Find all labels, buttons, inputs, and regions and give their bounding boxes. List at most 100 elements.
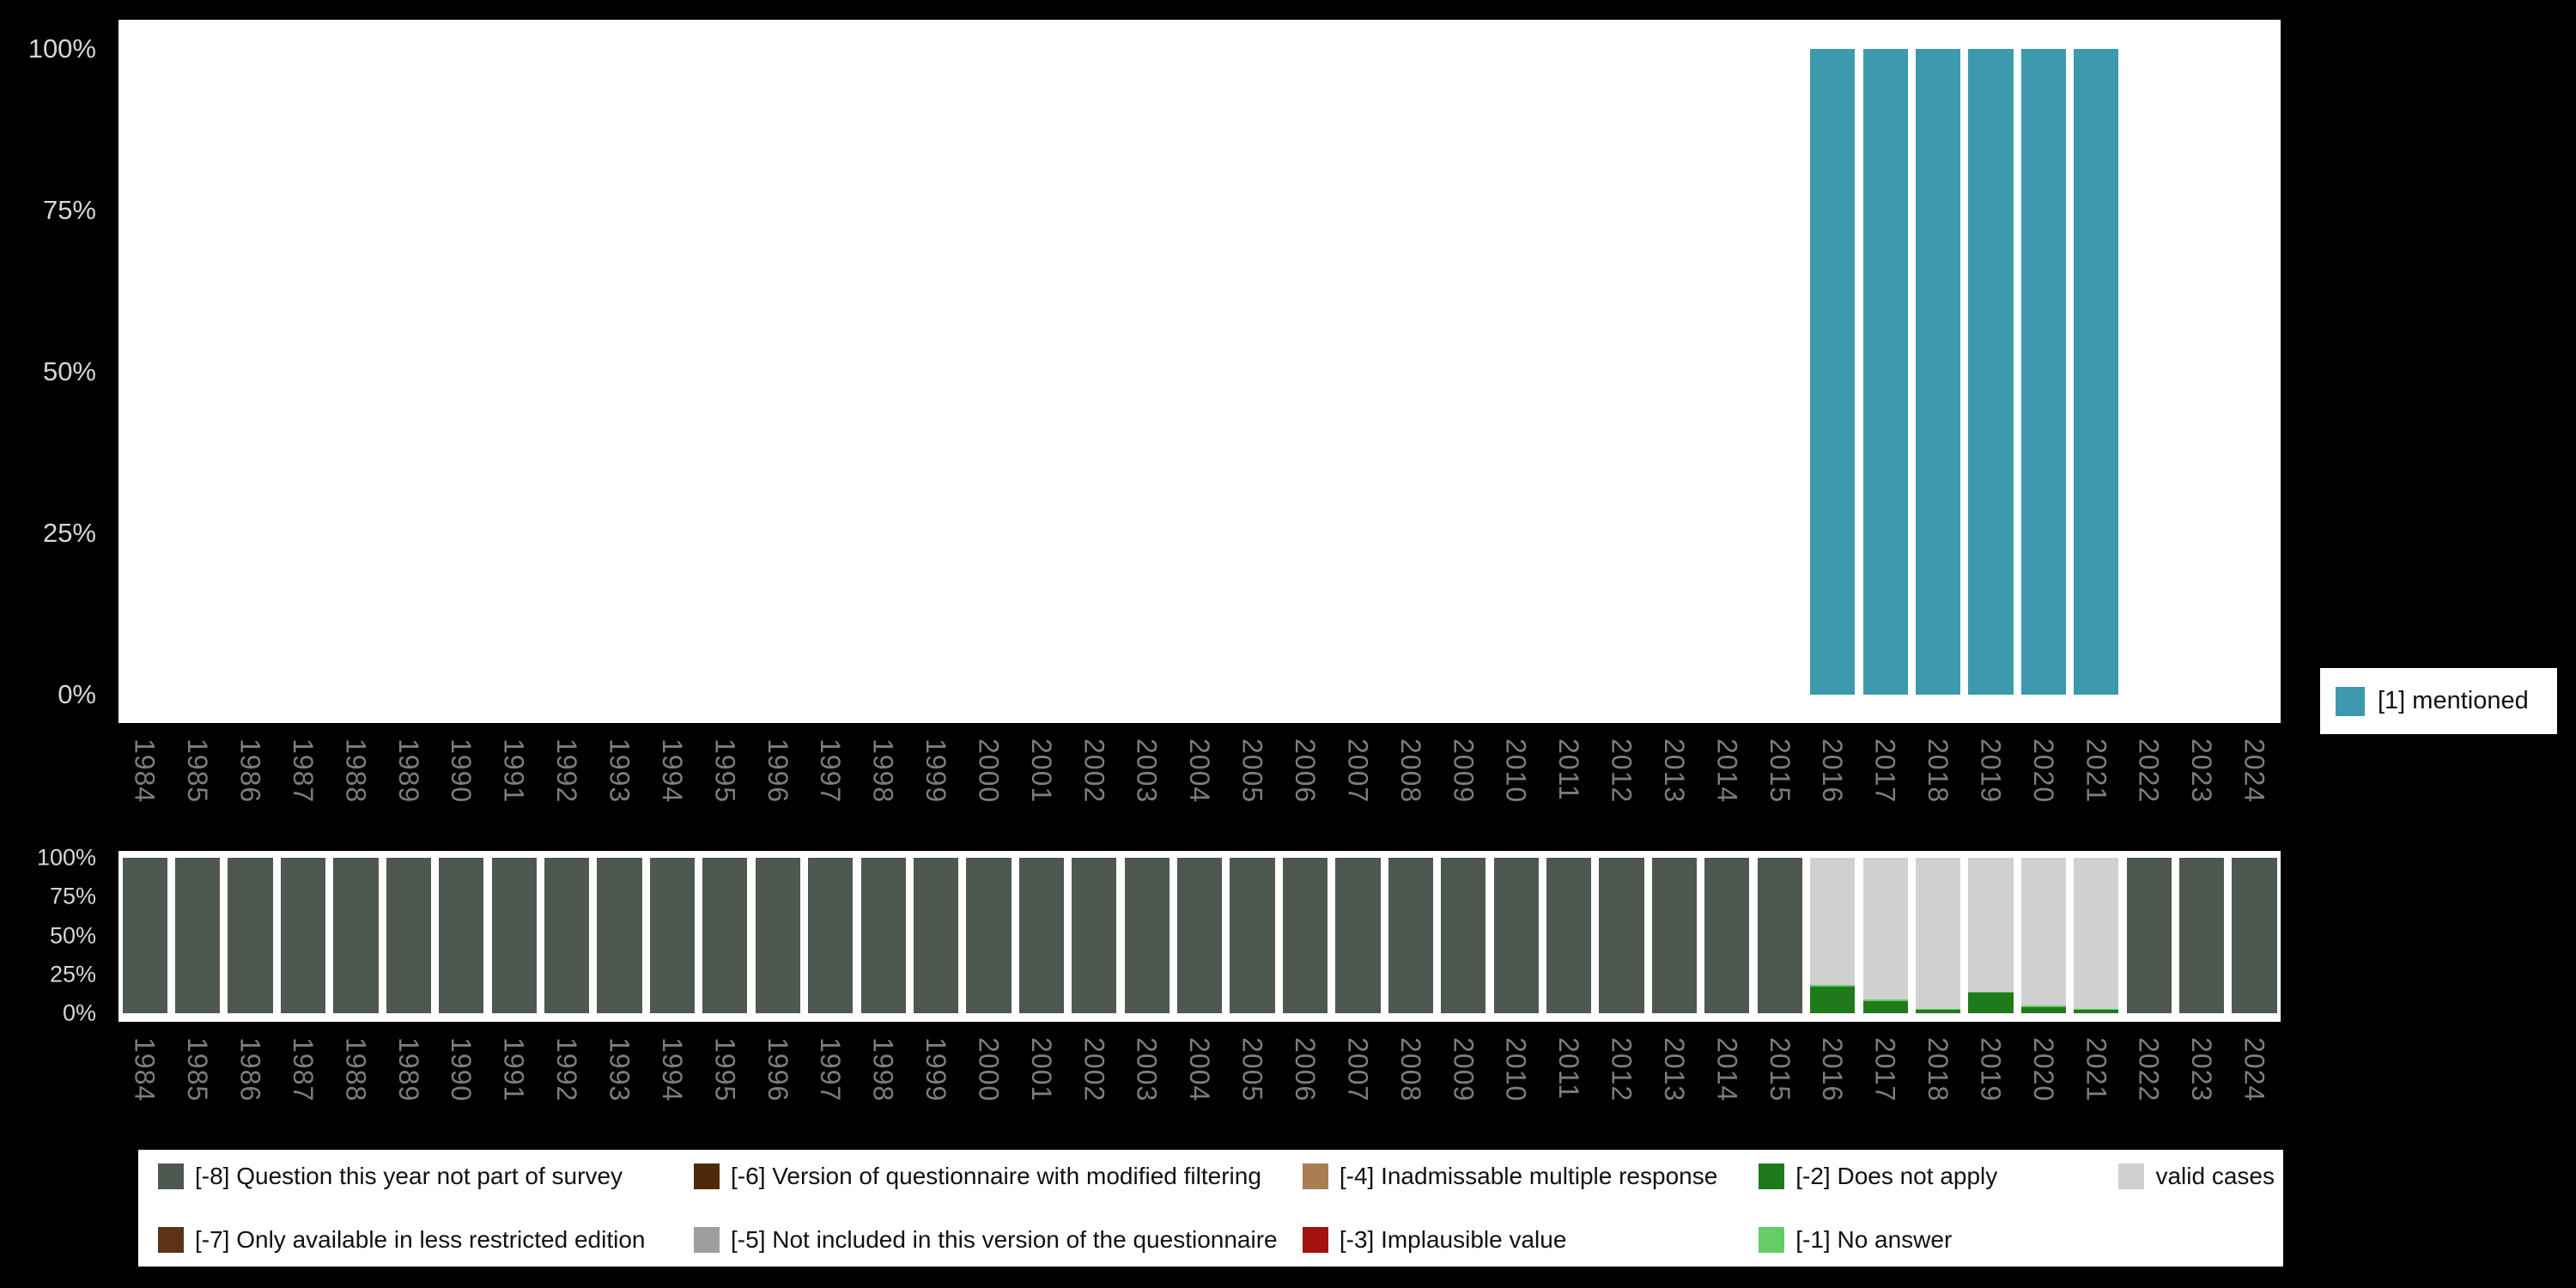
- bar-segment: [1810, 858, 1856, 986]
- x-tick-label: 1996: [762, 738, 793, 804]
- x-tick-1996: 1996: [751, 1030, 804, 1159]
- frequency-chart-x-axis: 1984 1985 1986 1987 1988 1989 1990 1991 1992 1993…: [118, 732, 2281, 860]
- x-tick-label: 2012: [1606, 738, 1637, 804]
- x-tick-label: 2001: [1025, 1037, 1057, 1103]
- bar-2018: [1911, 858, 1964, 1013]
- bar-segment: [2126, 858, 2172, 1013]
- x-tick-label: 2001: [1025, 738, 1057, 804]
- x-tick-1997: 1997: [804, 1030, 856, 1159]
- legend-label: [-3] Implausible value: [1339, 1226, 1567, 1253]
- bar-2024: [2228, 49, 2281, 695]
- x-tick-2022: 2022: [2123, 732, 2175, 860]
- x-tick-1988: 1988: [330, 732, 382, 860]
- bar-2014: [1701, 858, 1753, 1013]
- bar-1997: [804, 858, 856, 1013]
- bar-segment: [2020, 858, 2066, 1005]
- bar-2021: [2070, 858, 2123, 1013]
- bar-1987: [276, 858, 329, 1013]
- x-tick-label: 1989: [392, 738, 424, 804]
- x-tick-label: 2024: [2239, 738, 2270, 804]
- bar-segment: [2074, 1008, 2119, 1011]
- bar-2018: [1911, 49, 1964, 695]
- x-tick-label: 2022: [2133, 738, 2165, 804]
- bar-segment: [1018, 858, 1064, 1013]
- x-tick-label: 2007: [1342, 1037, 1374, 1103]
- x-tick-label: 2008: [1394, 1037, 1426, 1103]
- x-tick-1989: 1989: [382, 732, 434, 860]
- x-tick-2014: 2014: [1701, 732, 1753, 860]
- legend-item: [-7] Only available in less restricted e…: [158, 1226, 694, 1254]
- bar-segment: [439, 858, 484, 1013]
- x-tick-2011: 2011: [1542, 732, 1595, 860]
- x-tick-2010: 2010: [1490, 732, 1542, 860]
- y-tick-label: 25%: [49, 961, 96, 987]
- x-tick-label: 1986: [234, 738, 266, 804]
- x-tick-1992: 1992: [540, 732, 592, 860]
- x-tick-label: 1987: [287, 1037, 319, 1103]
- x-tick-1990: 1990: [435, 732, 488, 860]
- x-tick-2021: 2021: [2070, 732, 2123, 860]
- x-tick-2022: 2022: [2123, 1030, 2175, 1159]
- bar-segment: [1493, 858, 1539, 1013]
- x-tick-label: 1991: [498, 1037, 530, 1103]
- bar-1996: [751, 858, 804, 1013]
- x-tick-1987: 1987: [276, 732, 329, 860]
- bar-1994: [646, 49, 698, 695]
- bar-2019: [1965, 858, 2017, 1013]
- x-tick-label: 2018: [1923, 1037, 1954, 1103]
- x-tick-1985: 1985: [171, 1030, 223, 1159]
- x-tick-label: 1992: [551, 1037, 583, 1103]
- x-tick-1984: 1984: [118, 1030, 171, 1159]
- bar-1985: [171, 858, 223, 1013]
- x-tick-2019: 2019: [1965, 1030, 2017, 1159]
- x-tick-2009: 2009: [1437, 1030, 1490, 1159]
- x-tick-label: 2023: [2186, 1037, 2218, 1103]
- bar-segment: [1968, 858, 2014, 992]
- x-tick-label: 2021: [2081, 1037, 2112, 1103]
- bar-1993: [593, 49, 646, 695]
- x-tick-1990: 1990: [435, 1030, 488, 1159]
- bar-segment: [597, 858, 642, 1013]
- bar-segment: [1862, 999, 1908, 1001]
- bar-2001: [1015, 49, 1067, 695]
- x-tick-label: 2019: [1975, 1037, 2007, 1103]
- bar-segment: [1862, 49, 1908, 695]
- bar-2003: [1121, 858, 1173, 1013]
- bar-1990: [435, 49, 488, 695]
- x-tick-label: 2003: [1131, 738, 1163, 804]
- x-tick-2004: 2004: [1173, 1030, 1225, 1159]
- x-tick-2010: 2010: [1490, 1030, 1542, 1159]
- bar-1990: [435, 858, 488, 1013]
- legend-column: [-2] Does not apply [-1] No answer: [1759, 1163, 2118, 1254]
- x-tick-label: 1988: [340, 1037, 372, 1103]
- x-tick-2001: 2001: [1015, 1030, 1067, 1159]
- bar-1986: [224, 49, 276, 695]
- x-tick-label: 2000: [973, 1037, 1005, 1103]
- bar-segment: [1862, 1000, 1908, 1013]
- x-tick-label: 1984: [129, 738, 161, 804]
- bar-2007: [1332, 858, 1384, 1013]
- bar-segment: [122, 858, 167, 1013]
- legend-label: [-2] Does not apply: [1795, 1163, 1998, 1189]
- bar-2000: [963, 49, 1015, 695]
- missing-values-chart-panel: [118, 851, 2281, 1022]
- legend-item: [-5] Not included in this version of the…: [694, 1226, 1303, 1254]
- x-tick-1995: 1995: [699, 732, 751, 860]
- x-tick-label: 2003: [1131, 1037, 1163, 1103]
- x-tick-label: 2013: [1658, 1037, 1690, 1103]
- x-tick-2013: 2013: [1648, 1030, 1700, 1159]
- x-tick-label: 1987: [287, 738, 319, 804]
- x-tick-label: 2020: [2027, 738, 2059, 804]
- bar-2015: [1753, 858, 1806, 1013]
- bar-segment: [2020, 1005, 2066, 1007]
- x-tick-2020: 2020: [2017, 732, 2069, 860]
- bar-1985: [171, 49, 223, 695]
- frequency-chart-panel: [118, 20, 2281, 723]
- bar-2015: [1753, 49, 1806, 695]
- x-tick-label: 1997: [815, 1037, 847, 1103]
- bar-segment: [1810, 49, 1856, 695]
- bar-1984: [118, 858, 171, 1013]
- x-tick-2020: 2020: [2017, 1030, 2069, 1159]
- bar-2023: [2175, 858, 2227, 1013]
- x-tick-label: 2018: [1923, 738, 1954, 804]
